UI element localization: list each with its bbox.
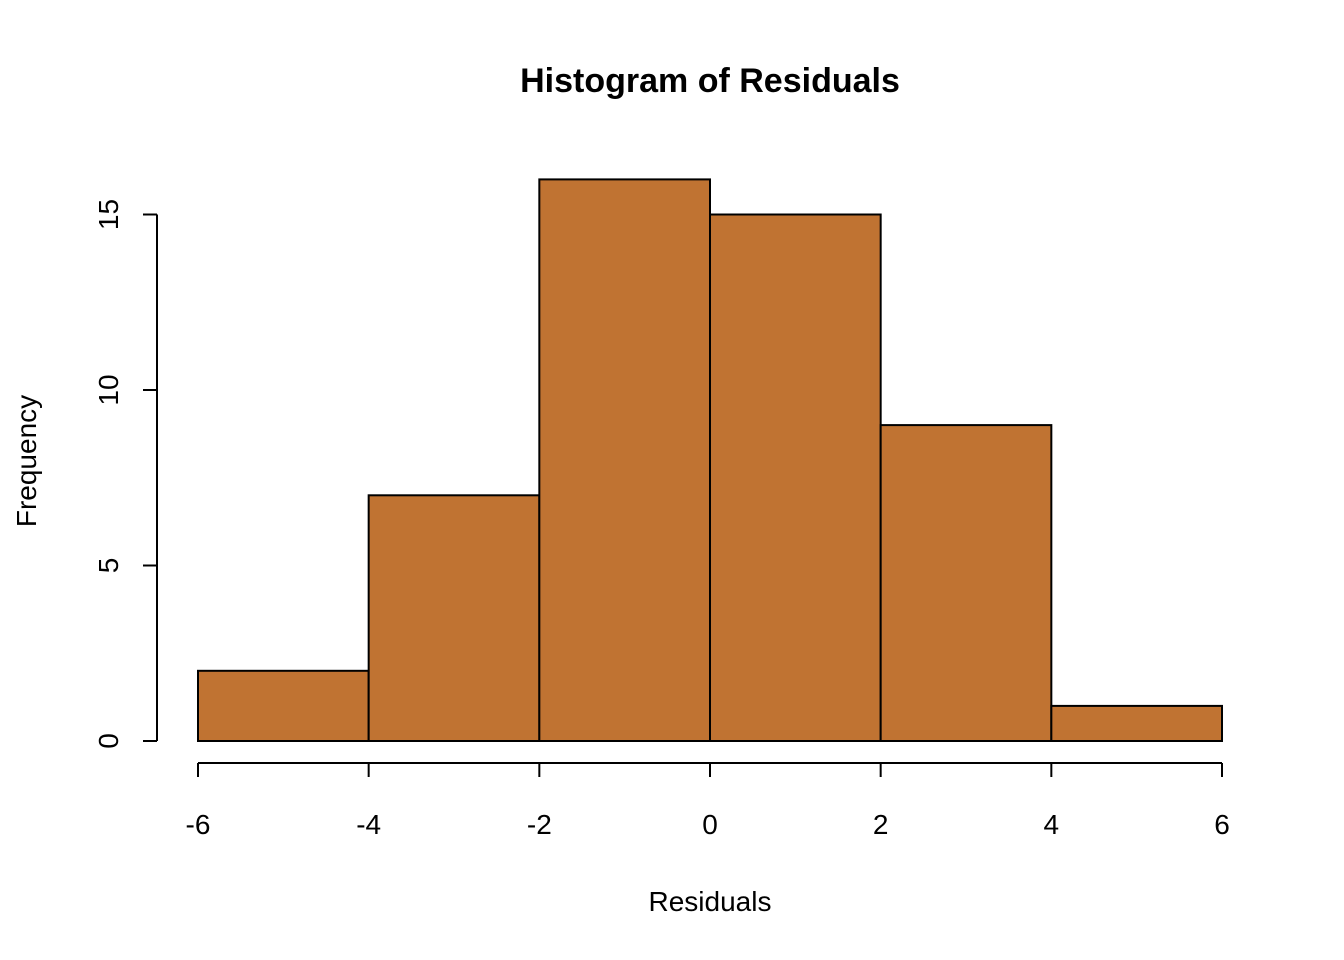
x-tick-label: 6 (1214, 809, 1230, 840)
x-tick-label: 4 (1044, 809, 1060, 840)
y-tick-label: 10 (93, 374, 124, 405)
x-tick-label: 2 (873, 809, 889, 840)
histogram-bar (1050, 704, 1224, 743)
x-tick-label: -2 (527, 809, 552, 840)
histogram-bar (197, 669, 370, 742)
histogram-bar (709, 213, 882, 742)
x-tick-label: -4 (356, 809, 381, 840)
histogram-bar (538, 178, 711, 742)
y-axis: 0 5 10 15 (93, 199, 158, 749)
x-axis-label: Residuals (649, 886, 772, 917)
y-tick-label: 15 (93, 199, 124, 230)
bars-group (197, 178, 1224, 743)
y-axis-label: Frequency (11, 395, 42, 527)
chart-title: Histogram of Residuals (520, 62, 900, 100)
y-tick-label: 0 (93, 733, 124, 749)
x-axis: -6 -4 -2 0 2 4 6 (186, 762, 1230, 840)
x-tick-label: 0 (702, 809, 718, 840)
histogram-bar (879, 424, 1053, 742)
y-tick-label: 5 (93, 558, 124, 574)
x-tick-label: -6 (186, 809, 211, 840)
histogram-bar (367, 494, 541, 742)
